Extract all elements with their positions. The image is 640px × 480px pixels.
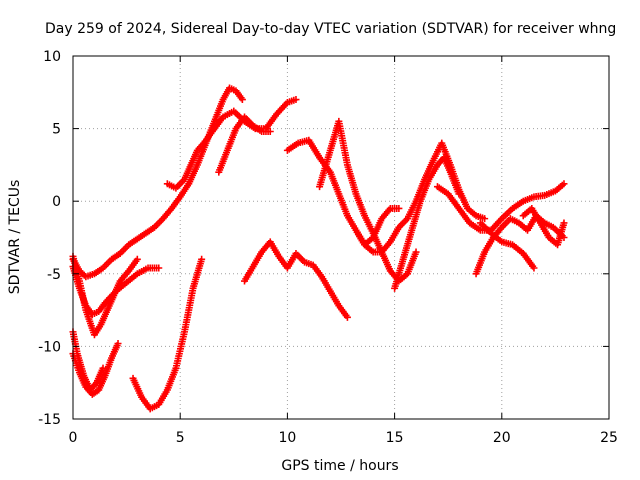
y-tick-label: 5 <box>52 122 61 138</box>
y-tick-label: -10 <box>38 339 61 355</box>
series-track-3 <box>69 263 163 318</box>
data-point <box>481 215 489 223</box>
x-tick-label: 0 <box>69 430 78 446</box>
series-track-16 <box>476 219 538 272</box>
x-axis-label: GPS time / hours <box>281 458 398 474</box>
series-track-8 <box>215 113 274 176</box>
y-tick-label: -5 <box>47 267 61 283</box>
series-track-11 <box>316 117 420 285</box>
data-point <box>560 180 568 188</box>
data-point <box>238 96 246 104</box>
plot-frame <box>72 55 610 420</box>
data-layer <box>69 84 568 413</box>
tick-labels: 0 5 10 15 20 25 -15 -10 -5 0 5 10 <box>38 49 618 446</box>
data-point <box>266 128 274 136</box>
data-point <box>412 248 420 256</box>
data-point <box>292 96 300 104</box>
series-track-6 <box>129 255 206 413</box>
series-track-10 <box>283 136 403 249</box>
x-tick-label: 5 <box>176 430 185 446</box>
data-point <box>455 190 463 198</box>
data-point <box>560 219 568 227</box>
y-tick-label: 0 <box>52 194 61 210</box>
x-tick-label: 20 <box>493 430 511 446</box>
data-point <box>133 255 141 263</box>
series-track-14 <box>433 180 568 234</box>
data-point <box>395 204 403 212</box>
data-point <box>343 313 351 321</box>
chart-title: Day 259 of 2024, Sidereal Day-to-day VTE… <box>45 21 616 37</box>
data-point <box>530 264 538 272</box>
x-tick-label: 10 <box>278 430 296 446</box>
x-tick-label: 15 <box>386 430 404 446</box>
series-track-13 <box>391 154 463 292</box>
data-point <box>198 255 206 263</box>
series-track-17 <box>519 204 568 249</box>
x-tick-label: 25 <box>600 430 618 446</box>
ticks <box>72 55 610 420</box>
data-point <box>114 339 122 347</box>
series-track-9 <box>241 238 351 321</box>
y-tick-label: -15 <box>38 412 61 428</box>
data-point <box>155 264 163 272</box>
y-axis-label: SDTVAR / TECUs <box>7 180 23 295</box>
y-tick-label: 10 <box>43 49 61 65</box>
